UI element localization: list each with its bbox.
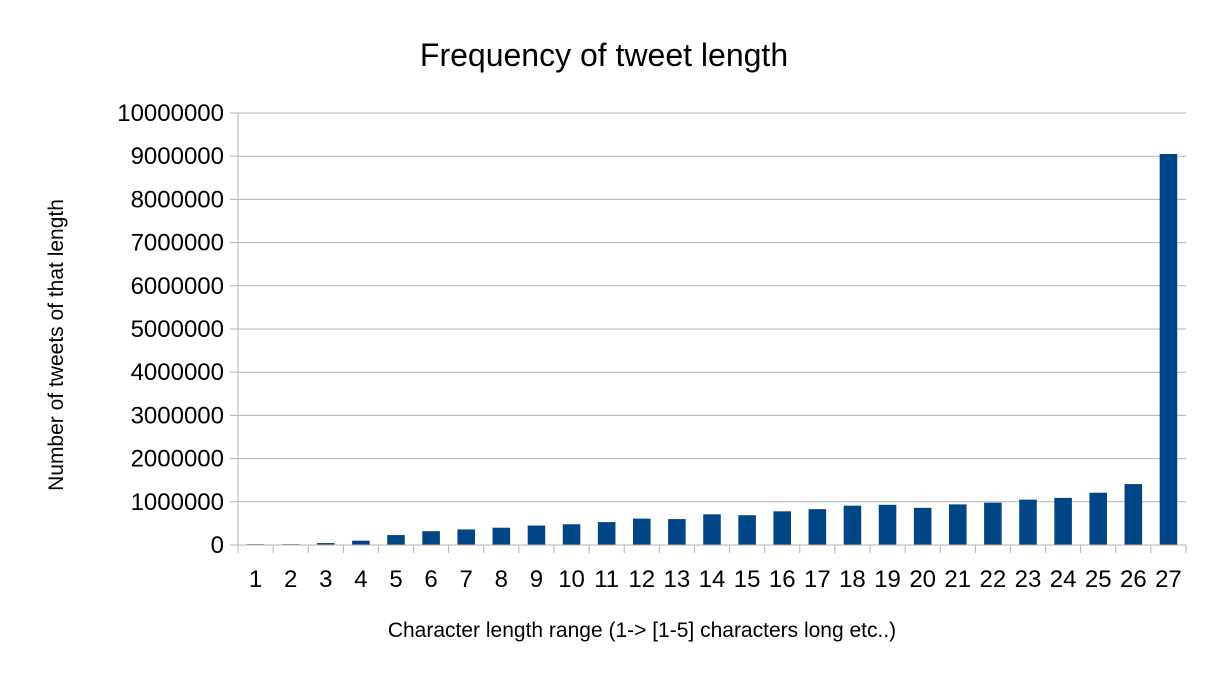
x-tick-label: 16	[769, 566, 796, 593]
x-tick-label: 15	[734, 566, 761, 593]
bar	[633, 518, 651, 545]
y-tick-label: 7000000	[131, 230, 224, 257]
bar-series	[246, 154, 1178, 546]
bar	[808, 509, 827, 545]
bar	[597, 522, 616, 545]
y-tick-label: 8000000	[131, 186, 224, 213]
chart-title: Frequency of tweet length	[420, 37, 788, 73]
bar	[1124, 484, 1143, 545]
x-tick-label: 23	[1015, 566, 1042, 593]
x-tick-label: 17	[804, 566, 831, 593]
gridlines	[238, 112, 1186, 503]
x-tick-label: 27	[1155, 566, 1182, 593]
y-tick-label: 2000000	[131, 446, 224, 473]
x-tick-label: 7	[460, 566, 473, 593]
bar	[1054, 497, 1072, 545]
bar	[562, 524, 581, 545]
x-tick-label: 13	[664, 566, 691, 593]
x-tick-label: 11	[594, 566, 619, 593]
x-tick-label: 21	[944, 566, 971, 593]
bar	[317, 543, 335, 545]
bar	[1089, 492, 1107, 545]
bar	[387, 535, 405, 545]
bar	[1019, 499, 1037, 545]
x-tick-label: 20	[909, 566, 936, 593]
x-axis-tick-labels: 1 2 3 4 5 6 7 8 9 10 11 12 13 14 15 16 17 18 19 20 21 22 23 24 2…	[249, 566, 1182, 593]
x-tick-label: 1	[249, 566, 262, 593]
x-tick-label: 22	[980, 566, 1007, 593]
x-axis-title: Character length range (1-> [1-5] charac…	[388, 619, 896, 642]
bar	[773, 511, 791, 545]
x-tick-label: 3	[319, 566, 332, 593]
bar	[668, 519, 686, 545]
x-tick-label: 18	[839, 566, 866, 593]
x-tick-label: 25	[1085, 566, 1112, 593]
y-tick-label: 5000000	[131, 316, 224, 343]
bar	[527, 525, 546, 545]
y-tick-label: 0	[211, 532, 224, 559]
bar	[984, 502, 1002, 545]
x-tick-label: 9	[530, 566, 543, 593]
y-tick-label: 6000000	[131, 273, 224, 300]
x-tick-label: 19	[874, 566, 901, 593]
bar	[703, 514, 721, 545]
x-tick-label: 4	[354, 566, 367, 593]
x-tick-label: 24	[1050, 566, 1077, 593]
bar	[1159, 154, 1178, 546]
y-tick-label: 10000000	[117, 100, 224, 127]
bar	[949, 504, 967, 545]
bar	[352, 540, 370, 545]
x-tick-label: 14	[699, 566, 726, 593]
bar	[457, 529, 475, 545]
bar	[422, 531, 440, 545]
bar	[913, 507, 932, 545]
bar	[738, 515, 756, 545]
x-tick-label: 8	[495, 566, 508, 593]
bar	[843, 505, 862, 545]
y-axis-title: Number of tweets of that length	[45, 199, 68, 491]
axes	[230, 112, 1187, 553]
x-tick-label: 10	[558, 566, 585, 593]
x-tick-label: 2	[284, 566, 297, 593]
bar	[878, 504, 897, 545]
y-tick-label: 3000000	[131, 402, 224, 429]
y-tick-label: 9000000	[131, 143, 224, 170]
x-tick-label: 6	[424, 566, 437, 593]
x-tick-label: 12	[628, 566, 655, 593]
y-tick-label: 1000000	[131, 489, 224, 516]
y-tick-label: 4000000	[131, 359, 224, 386]
y-axis-tick-labels: 0 1000000 2000000 3000000 4000000 5000000 6000…	[117, 100, 224, 559]
x-tick-label: 5	[389, 566, 402, 593]
x-tick-label: 26	[1120, 566, 1147, 593]
bar	[492, 527, 511, 545]
